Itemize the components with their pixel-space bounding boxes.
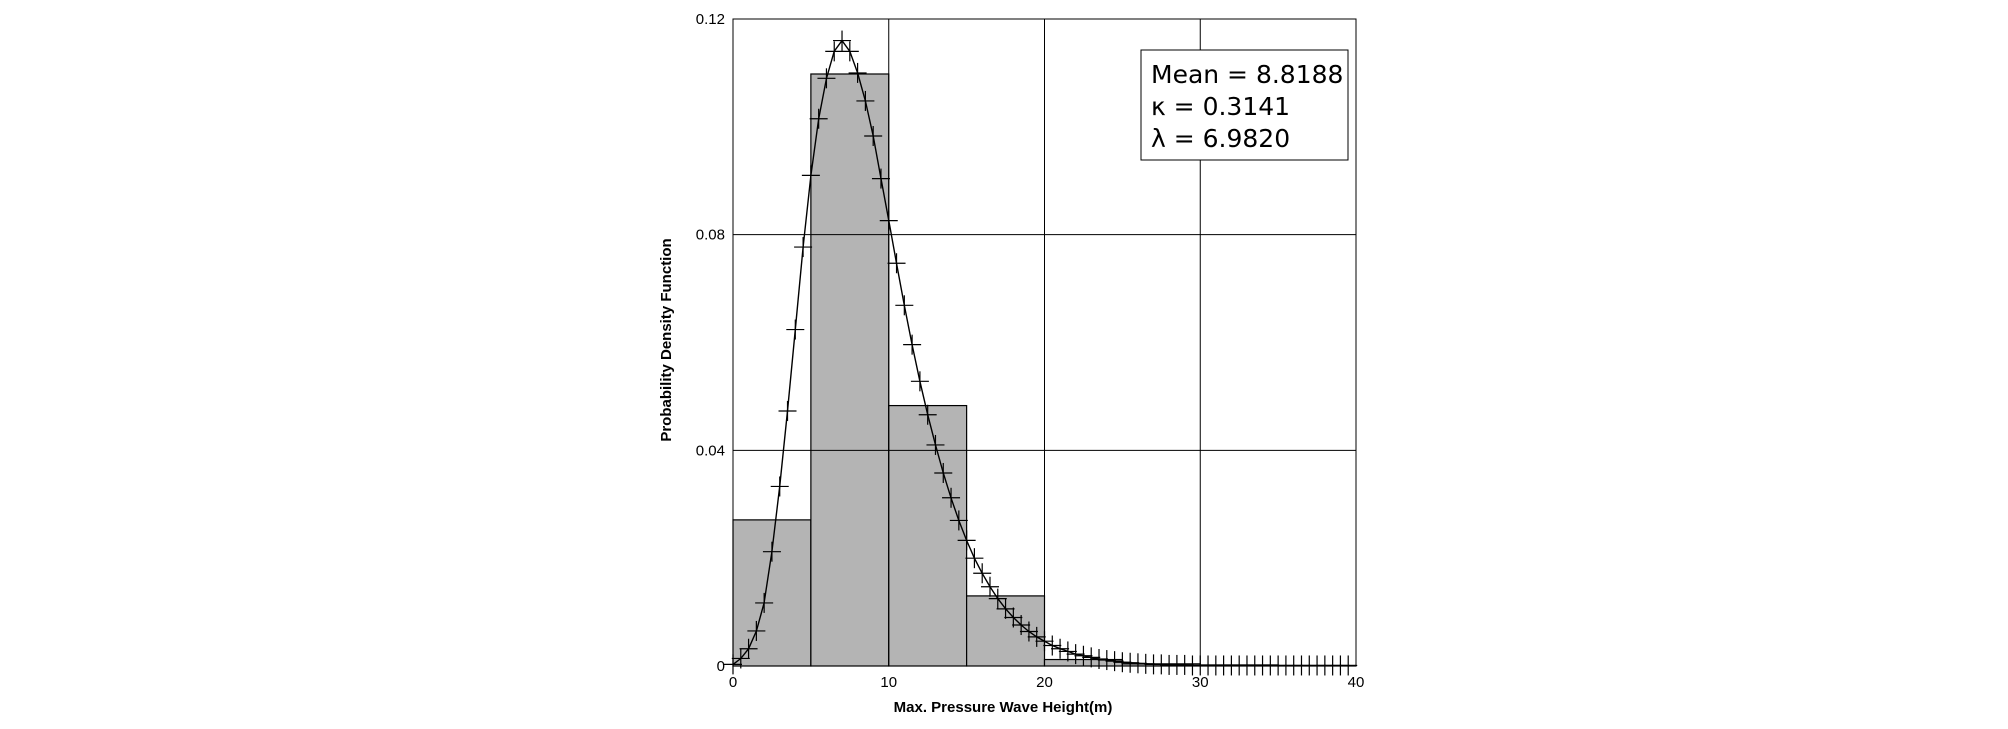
- plot-area-frame: [732, 18, 1357, 667]
- plus-marker: [1090, 648, 1109, 669]
- y-tick-label: 0.04: [696, 442, 725, 459]
- plus-marker: [833, 30, 852, 51]
- plus-marker: [903, 334, 922, 355]
- annotation-frame: [1140, 49, 1349, 161]
- plus-marker: [1074, 645, 1093, 666]
- x-tick-label: 20: [1036, 674, 1053, 691]
- plus-marker: [1058, 641, 1077, 662]
- x-tick-label: 10: [880, 674, 897, 691]
- plus-marker: [1019, 621, 1038, 642]
- curve-markers: [724, 30, 1358, 676]
- plus-marker: [910, 371, 929, 392]
- x-tick-label: 40: [1348, 674, 1365, 691]
- plus-marker: [949, 510, 968, 531]
- plus-marker: [825, 41, 844, 62]
- plus-marker: [747, 620, 766, 641]
- plus-marker: [973, 563, 992, 584]
- annotation-box: Mean = 8.8188 κ = 0.3141 λ = 6.9820: [1140, 49, 1349, 161]
- plus-marker: [801, 165, 820, 186]
- plus-marker: [980, 576, 999, 597]
- x-tick-labels: 0 10 20 30 40: [729, 674, 1365, 691]
- plus-marker: [856, 90, 875, 111]
- plus-marker: [934, 462, 953, 483]
- plus-marker: [1051, 638, 1070, 659]
- plus-marker: [1043, 635, 1062, 656]
- y-tick-label: 0.12: [696, 11, 725, 28]
- plus-marker: [988, 588, 1007, 609]
- plus-marker: [817, 68, 836, 89]
- plus-marker: [965, 548, 984, 569]
- plus-marker: [942, 487, 961, 508]
- x-axis-title: Max. Pressure Wave Height(m): [894, 699, 1113, 716]
- plus-marker: [809, 108, 828, 129]
- plus-marker: [840, 41, 859, 62]
- y-axis-title: Probability Density Function: [658, 238, 675, 441]
- plus-marker: [996, 598, 1015, 619]
- y-tick-labels: 0 0.04 0.08 0.12: [696, 11, 725, 675]
- grid-lines: [733, 19, 1356, 666]
- plus-marker: [895, 295, 914, 316]
- plus-marker: [926, 434, 945, 455]
- x-tick-label: 0: [729, 674, 737, 691]
- histogram-bar: [888, 404, 968, 667]
- plus-marker: [794, 237, 813, 258]
- annotation-lambda: λ = 6.9820: [1151, 124, 1290, 153]
- histogram-bars: [732, 73, 1357, 667]
- plus-marker: [755, 592, 774, 613]
- plus-marker: [739, 638, 758, 659]
- plus-marker: [762, 541, 781, 562]
- histogram-bar: [810, 73, 890, 667]
- plus-marker: [1004, 607, 1023, 628]
- plus-marker: [724, 654, 742, 675]
- plus-marker: [1066, 644, 1085, 665]
- y-tick-label: 0: [717, 658, 725, 675]
- y-tick-label: 0.08: [696, 227, 725, 244]
- plus-marker: [848, 62, 867, 83]
- plus-marker: [957, 530, 976, 551]
- plus-marker: [786, 319, 805, 340]
- plus-marker: [1105, 651, 1124, 672]
- plus-marker: [731, 648, 750, 669]
- plus-marker: [887, 253, 906, 274]
- x-tick-label: 30: [1192, 674, 1209, 691]
- plus-marker: [778, 400, 797, 421]
- plus-marker: [871, 168, 890, 189]
- plus-marker: [918, 404, 937, 425]
- plus-marker: [879, 210, 898, 231]
- plus-marker: [770, 476, 789, 497]
- plus-marker: [1339, 655, 1358, 676]
- plus-marker: [1027, 626, 1046, 647]
- plus-marker: [1097, 650, 1116, 671]
- plus-marker: [1035, 631, 1054, 652]
- plus-marker: [1082, 647, 1101, 668]
- plus-marker: [864, 125, 883, 146]
- annotation-kappa: κ = 0.3141: [1151, 92, 1290, 121]
- annotation-mean: Mean = 8.8188: [1151, 60, 1343, 89]
